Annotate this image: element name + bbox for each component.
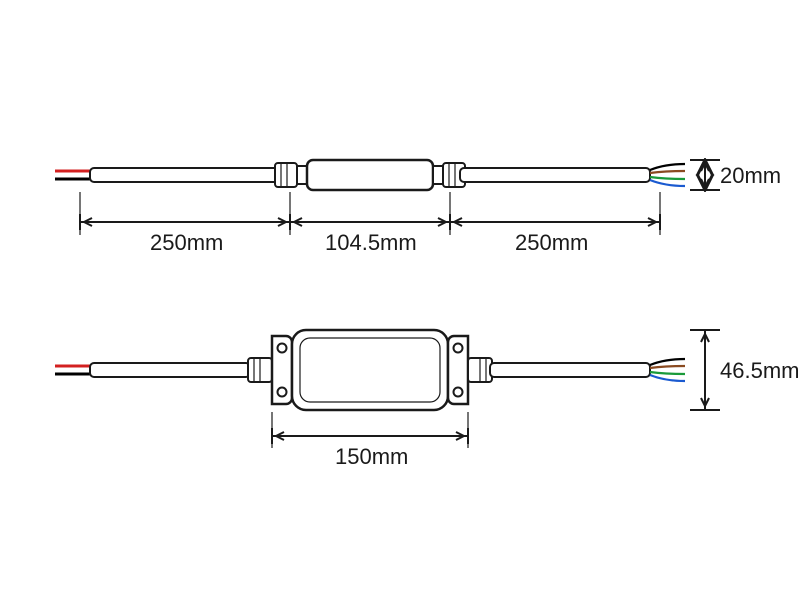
right-cable-side — [460, 168, 650, 182]
left-cable-side — [90, 168, 280, 182]
dimension-drawing: 20mm 250mm 104.5mm 250mm — [0, 0, 800, 600]
dim-chain-side: 250mm 104.5mm 250mm — [80, 192, 660, 255]
top-view: 46.5mm 150mm — [55, 330, 799, 469]
dim-height-side: 20mm — [690, 160, 781, 190]
left-cable-top — [90, 363, 250, 377]
left-plug-top — [248, 358, 272, 382]
right-cable-top — [490, 363, 650, 377]
body-top — [272, 330, 468, 410]
dim-width-top: 150mm — [272, 412, 468, 469]
right-plug-top — [468, 358, 492, 382]
dim-label-body-top: 150mm — [335, 444, 408, 469]
dim-label-body-side: 104.5mm — [325, 230, 417, 255]
left-plug-side — [275, 163, 307, 187]
input-wires-top — [55, 366, 90, 374]
dim-height-top: 46.5mm — [690, 330, 799, 410]
dim-label-height-side: 20mm — [720, 163, 781, 188]
body-side — [307, 160, 433, 190]
output-wires-top — [650, 359, 685, 381]
dim-label-left-cable: 250mm — [150, 230, 223, 255]
dim-label-right-cable: 250mm — [515, 230, 588, 255]
side-view: 20mm 250mm 104.5mm 250mm — [55, 160, 781, 255]
dim-label-height-top: 46.5mm — [720, 358, 799, 383]
input-wires-side — [55, 171, 90, 179]
output-wires-side — [650, 164, 685, 186]
